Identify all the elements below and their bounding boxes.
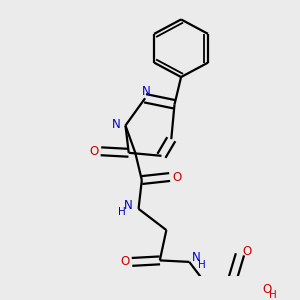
Text: N: N <box>191 251 200 264</box>
Text: O: O <box>172 170 182 184</box>
Text: H: H <box>269 290 277 300</box>
Text: H: H <box>118 207 125 217</box>
Text: N: N <box>124 199 133 212</box>
Text: N: N <box>112 118 121 130</box>
Text: O: O <box>262 283 272 296</box>
Text: O: O <box>120 255 129 268</box>
Text: H: H <box>198 260 206 270</box>
Text: O: O <box>242 245 252 258</box>
Text: O: O <box>89 145 98 158</box>
Text: N: N <box>142 85 151 98</box>
